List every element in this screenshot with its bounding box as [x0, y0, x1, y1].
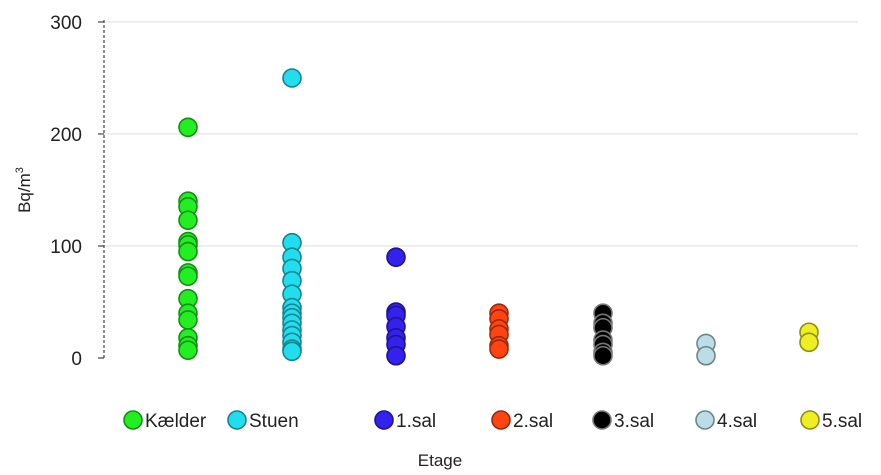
legend-label: 4.sal: [717, 411, 757, 432]
legend-marker: [374, 410, 394, 430]
y-tick-label: 100: [50, 237, 82, 258]
data-point: [282, 68, 302, 88]
y-axis-ticks: 0 100 200 300: [50, 13, 104, 370]
legend-label: 3.sal: [614, 411, 654, 432]
data-point: [386, 345, 406, 366]
legend-marker: [695, 410, 715, 430]
legend-marker: [592, 410, 612, 430]
data-point: [489, 339, 509, 359]
y-tick-label: 300: [50, 13, 82, 34]
legend-label: Kælder: [145, 411, 207, 432]
data-point: [178, 310, 198, 330]
x-axis-title: Etage: [418, 451, 462, 470]
gridlines: [104, 21, 858, 247]
y-axis-title: Bq/m3: [14, 167, 34, 213]
y-axis-title-superscript: 3: [14, 167, 26, 173]
data-point: [696, 345, 716, 366]
data-point: [178, 210, 198, 231]
legend-label: 5.sal: [822, 411, 862, 432]
data-point: [593, 345, 613, 366]
data-point: [282, 341, 302, 362]
data-point: [178, 241, 198, 262]
data-point: [178, 117, 198, 138]
data-point: [386, 247, 406, 268]
legend-marker: [800, 410, 820, 430]
data-point: [178, 340, 198, 360]
data-points: [178, 68, 819, 366]
legend-marker: [123, 410, 143, 430]
y-tick-label: 200: [50, 125, 82, 146]
data-point: [178, 266, 198, 287]
y-axis-title-main: Bq/m: [15, 173, 34, 213]
data-point: [799, 332, 819, 353]
legend-label: 2.sal: [513, 411, 553, 432]
legend-marker: [491, 410, 511, 430]
legend-marker: [227, 410, 247, 430]
legend: Kælder Stuen 1.sal 2.sal 3.sal 4.sal 5.sal: [123, 410, 862, 432]
y-tick-label: 0: [71, 349, 82, 370]
legend-label: Stuen: [249, 411, 299, 432]
legend-label: 1.sal: [396, 411, 436, 432]
